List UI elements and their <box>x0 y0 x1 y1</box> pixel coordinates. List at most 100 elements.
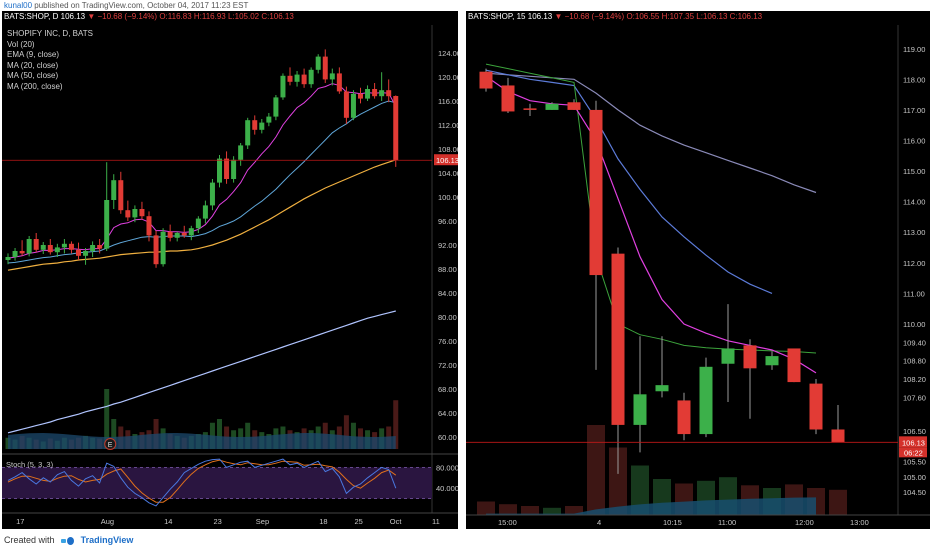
y-tick-label: 116.00 <box>903 137 925 146</box>
x-tick-label: 18 <box>319 517 327 526</box>
candle-body <box>655 385 669 392</box>
candle-body <box>188 228 194 236</box>
candle-body <box>699 366 713 435</box>
volume-bar <box>343 415 349 449</box>
y-tick-label: 109.40 <box>903 338 926 347</box>
candle-body <box>809 383 823 430</box>
legend-item[interactable]: Vol (20) <box>7 39 35 49</box>
legend-item[interactable]: MA (50, close) <box>7 71 59 81</box>
candle-body <box>501 85 515 112</box>
daily-chart-panel[interactable]: 124.00 120.00 116.00 112.00 108.00 104.00 100.… <box>2 11 458 529</box>
candle-body <box>153 235 159 265</box>
y-tick-label: 105.50 <box>903 458 926 467</box>
volume-ma-area <box>486 497 816 515</box>
candle-body <box>266 116 272 123</box>
volume-bar <box>543 507 561 515</box>
y-tick-label: 108.20 <box>903 375 926 384</box>
y-tick-label: 113.00 <box>903 228 925 237</box>
candle-body <box>831 429 845 443</box>
earnings-marker-label: E <box>108 442 113 449</box>
legend-item[interactable]: SHOPIFY INC, D, BATS <box>7 29 93 38</box>
candle-body <box>743 345 757 369</box>
y-tick-label: 110.00 <box>903 320 925 329</box>
indicator-legend: SHOPIFY INC, D, BATS Vol (20) EMA (9, cl… <box>7 29 93 93</box>
author-link[interactable]: kunal00 <box>4 1 33 10</box>
candle-body <box>224 158 230 179</box>
y-tick-label: 124.00 <box>438 49 458 58</box>
intraday-chart-panel[interactable]: 119.00 118.00 117.00 116.00 115.00 114.00 113.… <box>466 11 930 529</box>
stoch-label: Stoch (5, 3, 3) <box>6 460 54 469</box>
x-tick-label: 23 <box>214 517 222 526</box>
volume-bar <box>521 506 539 515</box>
stoch-d-line <box>7 459 397 503</box>
y-tick-label: 72.00 <box>438 361 457 370</box>
x-tick-label: 11 <box>432 517 440 526</box>
intraday-symbol: BATS:SHOP, 15 <box>468 12 526 21</box>
intraday-chart-svg[interactable]: 119.00 118.00 117.00 116.00 115.00 114.00 113.… <box>466 11 930 529</box>
candle-body <box>358 93 363 99</box>
x-tick-label: 11:00 <box>718 518 736 527</box>
legend-item[interactable]: MA (20, close) <box>7 60 59 70</box>
candle-body <box>611 253 625 425</box>
last-price-label: 106.13 <box>902 438 925 447</box>
candle-body <box>329 73 335 80</box>
candle-body <box>5 257 11 260</box>
y-tick-label: 108.00 <box>438 145 458 154</box>
last-price-label-bg <box>434 154 458 166</box>
volume-bar <box>499 504 517 515</box>
candle-body <box>245 120 251 146</box>
intraday-change: −10.68 (−9.14%) <box>564 12 625 21</box>
volume-bar <box>217 419 222 449</box>
volume-bar <box>565 506 583 515</box>
candle-body <box>209 182 215 206</box>
y-tick-label: 106.50 <box>903 427 926 436</box>
volume-bar <box>829 489 847 515</box>
candle-body <box>146 216 152 236</box>
countdown-label-bg <box>899 447 927 458</box>
candle-body <box>633 394 647 425</box>
candle-body <box>61 243 67 248</box>
daily-change: −10.68 (−9.14%) <box>97 12 158 21</box>
candle-body <box>393 96 399 161</box>
candle-body <box>174 233 180 238</box>
legend-item[interactable]: MA (200, close) <box>7 81 63 91</box>
y-tick-label: 107.60 <box>903 393 926 402</box>
candle-body <box>350 93 356 118</box>
volume-bar <box>477 501 495 515</box>
publish-text: published on TradingView.com, October 04… <box>34 1 249 10</box>
candle-body <box>47 245 53 253</box>
daily-chart-svg[interactable]: 124.00 120.00 116.00 112.00 108.00 104.00 100.… <box>2 11 458 529</box>
candle-body <box>90 245 96 251</box>
candle-body <box>76 249 81 256</box>
candle-body <box>294 74 300 82</box>
candle-body <box>343 91 349 118</box>
x-tick-label: 15:00 <box>498 518 517 527</box>
candle-body <box>280 75 286 98</box>
candle-body <box>567 102 581 110</box>
y-tick-label: 92.00 <box>438 241 457 250</box>
candle-body <box>787 348 801 383</box>
daily-chart-header: BATS:SHOP, D 106.13 ▼ −10.68 (−9.14%) O:… <box>4 12 294 21</box>
tradingview-logo-icon <box>61 536 75 545</box>
candle-body <box>181 233 187 236</box>
volume-ma-area <box>8 433 396 449</box>
volume-bar <box>111 419 117 449</box>
down-arrow-icon: ▼ <box>87 12 96 21</box>
legend-item[interactable]: EMA (9, close) <box>7 50 60 60</box>
stoch-band-fill <box>2 467 432 499</box>
candle-body <box>167 231 173 238</box>
candle-body <box>523 108 537 110</box>
candle-body <box>26 239 32 254</box>
y-tick-label: 96.00 <box>438 217 457 226</box>
y-tick-label: 104.50 <box>903 488 926 497</box>
candle-body <box>273 97 279 117</box>
y-tick-label: 80.00 <box>438 313 457 322</box>
candle-body <box>336 73 342 92</box>
candle-body <box>379 90 385 97</box>
candle-body <box>479 71 493 89</box>
tradingview-link[interactable]: TradingView <box>80 535 134 545</box>
candle-body <box>139 209 145 217</box>
candle-body <box>259 122 265 130</box>
candle-body <box>97 245 103 249</box>
down-arrow-icon: ▼ <box>554 12 563 21</box>
